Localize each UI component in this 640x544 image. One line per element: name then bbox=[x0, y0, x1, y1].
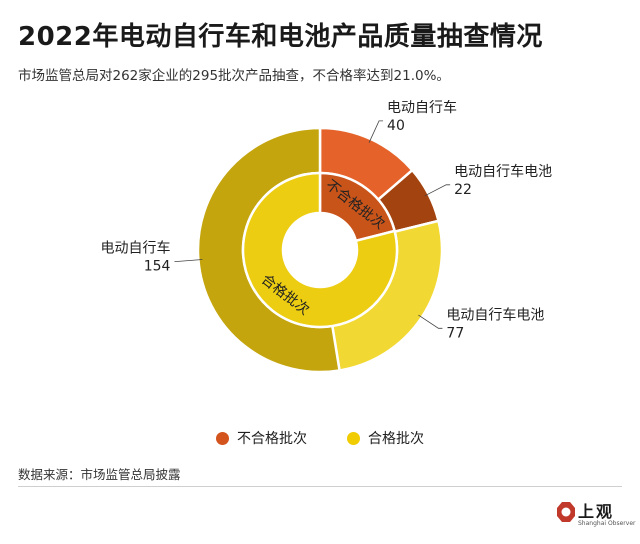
outer-slice-value-3: 154 bbox=[144, 258, 171, 274]
inner-slice-1[interactable] bbox=[241, 171, 399, 329]
leader-line-0 bbox=[368, 120, 384, 143]
legend: 不合格批次 合格批次 bbox=[0, 428, 640, 448]
logo-text: 上观 bbox=[578, 502, 615, 521]
outer-slice-label-1: 电动自行车电池 bbox=[454, 163, 552, 180]
outer-labels: 电动自行车 40 电动自行车电池 22 电动自行车电池 77 电动自行车 154 bbox=[100, 100, 552, 341]
data-source: 数据来源：市场监管总局披露 bbox=[18, 467, 181, 482]
outer-slice-label-2: 电动自行车电池 bbox=[446, 306, 544, 323]
legend-item-pass[interactable]: 合格批次 bbox=[347, 428, 424, 448]
leader-line-3 bbox=[174, 259, 203, 262]
legend-swatch-fail bbox=[216, 431, 229, 445]
shanghai-observer-logo-icon bbox=[557, 502, 575, 522]
outer-slice-value-1: 22 bbox=[454, 182, 472, 198]
legend-swatch-pass bbox=[347, 431, 360, 445]
chart-subtitle: 市场监管总局对262家企业的295批次产品抽查，不合格率达到21.0%。 bbox=[18, 68, 450, 84]
outer-slice-value-2: 77 bbox=[446, 325, 464, 341]
legend-label-pass: 合格批次 bbox=[368, 431, 424, 447]
leader-lines bbox=[174, 120, 451, 329]
inner-ring bbox=[241, 171, 399, 329]
outer-slice-value-0: 40 bbox=[387, 118, 405, 134]
outer-slice-label-3: 电动自行车 bbox=[100, 239, 170, 256]
leader-line-1 bbox=[424, 184, 451, 197]
legend-label-fail: 不合格批次 bbox=[237, 431, 307, 447]
logo-subtext: Shanghai Observer bbox=[578, 520, 636, 527]
legend-item-fail[interactable]: 不合格批次 bbox=[216, 428, 307, 448]
outer-slice-label-0: 电动自行车 bbox=[387, 100, 457, 116]
outer-ring bbox=[196, 126, 444, 374]
chart-title: 2022年电动自行车和电池产品质量抽查情况 bbox=[18, 22, 543, 52]
leader-line-2 bbox=[418, 314, 443, 329]
footer-divider bbox=[18, 486, 622, 487]
